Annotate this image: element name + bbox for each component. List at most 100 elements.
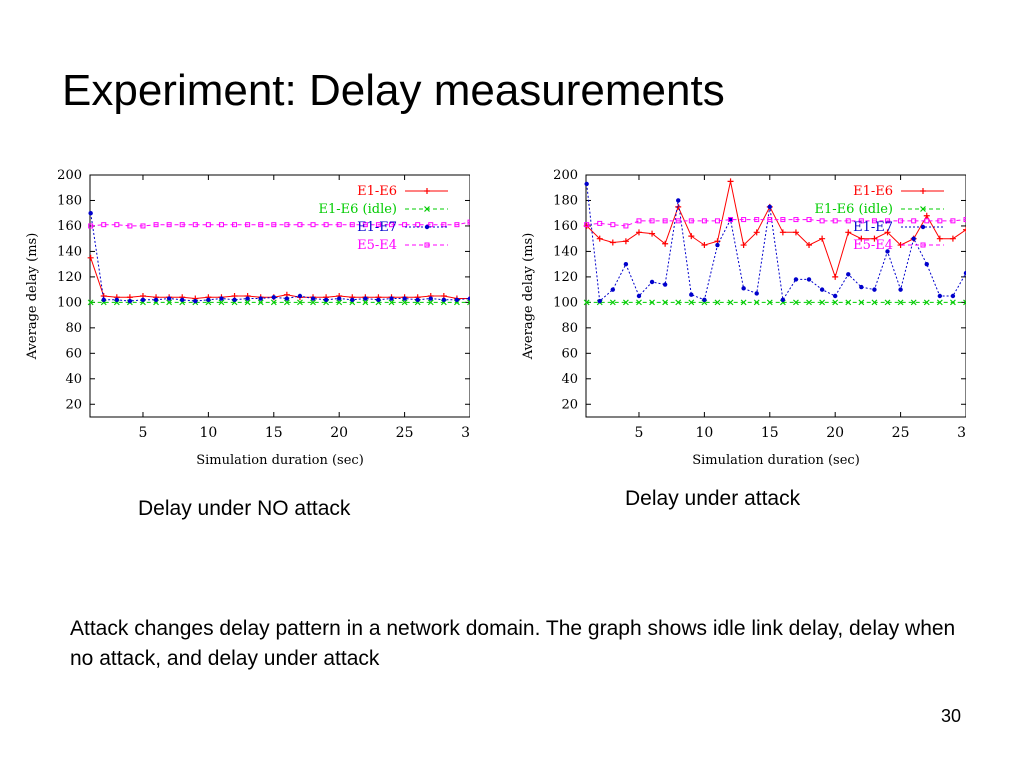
chart1-data-point (950, 293, 956, 299)
chart1-data-point (596, 235, 603, 242)
chart1-data-point (597, 220, 603, 226)
chart0-data-point (350, 297, 355, 303)
chart0-ytick-label: 40 (65, 372, 82, 387)
chart0-xtick-label: 5 (139, 425, 148, 441)
chart1-data-point (963, 226, 966, 233)
chart0-series-3 (88, 219, 470, 229)
chart1-data-point (701, 242, 708, 249)
chart0-data-point (206, 297, 211, 303)
chart1-data-point (636, 299, 642, 306)
chart0-data-point (101, 297, 106, 303)
chart1-data-point (584, 181, 589, 187)
chart1-ytick-label: 180 (553, 193, 578, 208)
chart1-data-point (610, 222, 616, 228)
slide-number: 30 (941, 706, 962, 726)
chart0-data-point (88, 211, 93, 216)
chart1-data-point (832, 293, 838, 299)
chart0-data-point (375, 222, 381, 228)
chart0-data-point (88, 223, 94, 229)
chart1-xtick-label: 30 (957, 425, 966, 441)
chart1-ytick-label: 100 (553, 295, 578, 310)
chart0-legend-marker (424, 224, 430, 230)
chart1-data-point (688, 233, 695, 240)
chart1-data-point (923, 212, 930, 219)
chart1-data-point (792, 229, 799, 236)
chart0-ytick-label: 120 (57, 270, 82, 285)
chart0-data-point (376, 297, 381, 303)
chart0-data-point (101, 222, 107, 228)
chart0-data-point (258, 222, 264, 228)
chart1-data-point (806, 299, 812, 306)
chart0-data-point (271, 222, 277, 228)
chart1-legend-label: E1-E6 (853, 184, 893, 199)
chart1-ytick-label: 140 (553, 244, 578, 259)
chart1-data-point (689, 292, 694, 297)
chart0-data-point (193, 298, 198, 304)
chart0-xtick-label: 20 (330, 425, 348, 441)
chart0-legend-marker (424, 206, 430, 212)
chart1-series-0 (583, 178, 966, 280)
chart0-ytick-label: 200 (57, 168, 82, 183)
chart0-data-point (257, 299, 264, 306)
chart0-data-point (363, 296, 368, 301)
chart1-ytick-label: 60 (561, 346, 578, 361)
chart1-data-point (911, 236, 916, 241)
chart0-xtick-label: 15 (265, 425, 283, 441)
chart0-ytick-label: 140 (57, 244, 82, 259)
chart1-data-point (779, 229, 786, 236)
chart1-ytick-label: 120 (553, 270, 578, 285)
chart1-data-point (898, 218, 904, 224)
chart1-legend-marker (920, 206, 926, 212)
chart0-data-point (401, 299, 408, 306)
chart0-data-point (323, 222, 329, 228)
chart1-data-point (727, 299, 734, 306)
chart0-data-point (297, 299, 303, 306)
chart1-data-point (845, 229, 852, 236)
chart1-data-point (806, 242, 813, 249)
chart1-data-point (688, 299, 695, 306)
chart0-ytick-label: 80 (65, 321, 82, 336)
chart0-data-point (454, 222, 460, 228)
chart0-data-point (297, 222, 303, 228)
chart1-data-point (622, 299, 629, 306)
chart1-data-point (623, 261, 629, 267)
chart0-data-point (87, 254, 94, 261)
chart1-ytick-label: 20 (561, 397, 578, 412)
chart0-data-point (402, 222, 408, 228)
chart1-data-point (702, 297, 707, 303)
chart1-legend: E1-E6 E1-E6 (idle) E1-E7 E5-E4 (814, 184, 944, 253)
chart0-series-line (90, 221, 470, 227)
chart0-data-point (114, 222, 120, 228)
chart1-data-point (793, 217, 799, 223)
chart1-data-point (950, 218, 956, 224)
chart1-data-point (910, 299, 917, 306)
chart1-ytick-label: 160 (553, 219, 578, 234)
chart1-data-point (675, 203, 682, 210)
chart0-legend-marker (424, 242, 430, 248)
chart1-xtick-label: 25 (892, 425, 910, 441)
chart1-data-point (793, 299, 799, 306)
chart0-ytick-label: 180 (57, 193, 82, 208)
chart0-data-point (245, 296, 250, 301)
chart1-data-point (636, 218, 642, 224)
chart1-data-point (845, 299, 852, 306)
chart1-data-point (924, 261, 929, 267)
chart0-legend-label: E1-E6 (idle) (318, 202, 397, 217)
chart1-data-point (872, 287, 877, 292)
chart0-data-point (114, 297, 120, 303)
chart0-data-point (467, 296, 470, 301)
chart0-series-line (90, 213, 470, 302)
chart1-data-point (819, 218, 825, 224)
chart1-legend-marker (920, 188, 926, 194)
chart1-data-point (858, 218, 864, 224)
chart1-data-point (845, 218, 851, 224)
chart0-data-point (192, 222, 198, 228)
chart1-data-point (949, 235, 956, 242)
chart0-legend-marker (424, 188, 430, 194)
chart1-data-point (885, 218, 891, 224)
chart1-ytick-label: 40 (561, 372, 578, 387)
chart1-data-point (766, 299, 773, 306)
caption-under-attack: Delay under attack (625, 487, 801, 510)
chart0-data-point (388, 299, 395, 306)
chart0-data-point (140, 297, 146, 303)
